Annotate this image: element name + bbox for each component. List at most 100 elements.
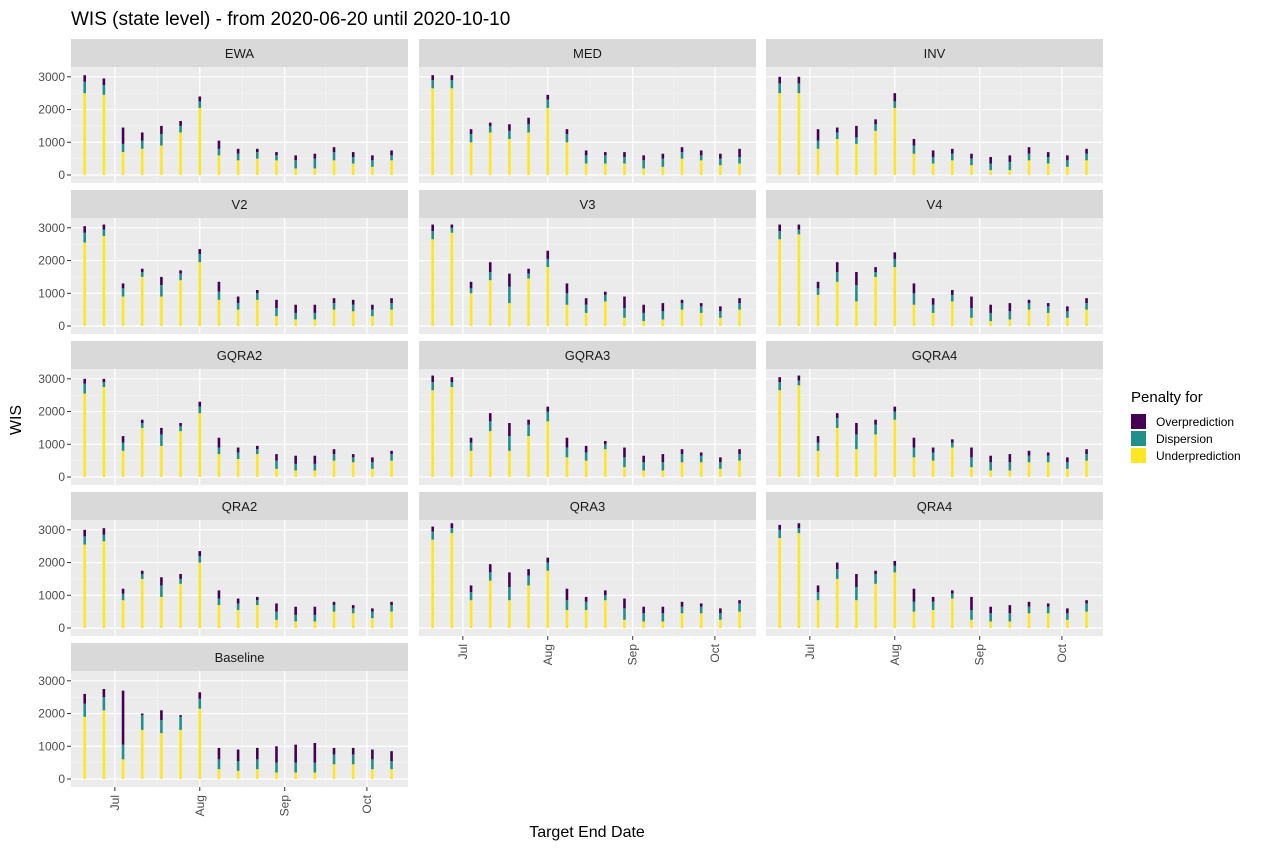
facet-label: Baseline — [215, 650, 265, 665]
bar-overprediction — [83, 226, 86, 233]
bar-underprediction — [642, 621, 645, 628]
bar-underprediction — [970, 467, 973, 477]
bar-underprediction — [989, 170, 992, 175]
bar-dispersion — [1066, 462, 1069, 469]
bar-dispersion — [294, 614, 297, 622]
bar-dispersion — [797, 83, 801, 94]
bar-dispersion — [680, 454, 684, 463]
bar-overprediction — [275, 603, 278, 612]
y-tick-label: 2000 — [38, 556, 65, 570]
facet-label: QRA2 — [222, 499, 257, 514]
bar-dispersion — [680, 152, 684, 159]
bar-dispersion — [351, 304, 355, 312]
bar-underprediction — [217, 605, 221, 628]
bar-dispersion — [970, 308, 973, 318]
bar-overprediction — [855, 574, 858, 588]
bar-underprediction — [661, 470, 665, 477]
bar-overprediction — [102, 378, 106, 383]
bar-overprediction — [642, 155, 645, 161]
bar-dispersion — [179, 578, 182, 584]
bar-overprediction — [719, 457, 722, 463]
bar-underprediction — [431, 390, 434, 477]
bar-underprediction — [351, 613, 355, 628]
bar-overprediction — [351, 747, 355, 755]
plot-background — [419, 369, 756, 485]
bar-dispersion — [431, 531, 434, 540]
bar-underprediction — [102, 541, 106, 628]
bar-underprediction — [1027, 160, 1031, 175]
bar-overprediction — [661, 303, 665, 312]
bar-dispersion — [719, 462, 722, 469]
bar-overprediction — [1085, 298, 1088, 304]
bar-overprediction — [508, 124, 511, 131]
bar-overprediction — [855, 125, 858, 138]
panel-ewa: EWA 0 1000 2000 3000 — [38, 39, 408, 183]
x-tick-label: Sep — [626, 644, 640, 666]
bar-dispersion — [680, 606, 684, 614]
bar-dispersion — [623, 457, 626, 468]
bar-overprediction — [527, 117, 530, 125]
bar-dispersion — [874, 574, 877, 584]
bar-dispersion — [931, 601, 935, 610]
bar-dispersion — [102, 697, 106, 711]
bar-dispersion — [294, 463, 297, 471]
bar-underprediction — [256, 454, 259, 477]
bar-dispersion — [332, 152, 336, 161]
bar-dispersion — [893, 411, 897, 420]
bar-underprediction — [313, 621, 317, 628]
panel-qra3: QRA3 Jul Aug Sep Oct — [419, 492, 756, 665]
bar-dispersion — [121, 744, 125, 760]
bar-overprediction — [121, 283, 125, 289]
bar-underprediction — [488, 431, 492, 477]
bar-underprediction — [738, 163, 741, 175]
bar-underprediction — [893, 419, 897, 477]
bar-dispersion — [160, 434, 163, 446]
plot-background — [419, 218, 756, 334]
x-tick-label: Sep — [973, 644, 987, 666]
bar-overprediction — [546, 94, 550, 100]
bar-dispersion — [488, 125, 492, 133]
bar-dispersion — [1066, 311, 1069, 318]
bar-underprediction — [450, 387, 454, 477]
bar-underprediction — [546, 570, 550, 628]
bar-overprediction — [160, 427, 163, 435]
bar-dispersion — [546, 411, 550, 422]
bar-underprediction — [217, 155, 221, 175]
bar-dispersion — [160, 134, 163, 146]
y-tick-label: 3000 — [38, 372, 65, 386]
bar-dispersion — [371, 309, 374, 317]
bar-underprediction — [121, 759, 125, 779]
bar-underprediction — [469, 293, 473, 326]
bar-overprediction — [179, 574, 182, 579]
bar-underprediction — [855, 143, 858, 175]
y-tick-label: 2000 — [38, 707, 65, 721]
bar-underprediction — [738, 460, 741, 477]
bar-underprediction — [874, 276, 877, 326]
bar-overprediction — [738, 298, 741, 304]
bar-dispersion — [778, 382, 781, 391]
bar-dispersion — [313, 463, 317, 471]
bar-dispersion — [970, 158, 973, 166]
bar-underprediction — [294, 168, 297, 175]
bar-dispersion — [680, 303, 684, 310]
y-tick-label: 1000 — [38, 135, 65, 149]
chart-title: WIS (state level) - from 2020-06-20 unti… — [71, 9, 510, 30]
facet-strip — [71, 643, 408, 671]
bar-dispersion — [661, 613, 665, 622]
bar-overprediction — [275, 454, 278, 461]
bar-overprediction — [236, 749, 240, 761]
y-tick-label: 2000 — [38, 103, 65, 117]
bar-overprediction — [160, 276, 163, 286]
bar-underprediction — [256, 158, 259, 175]
bar-underprediction — [1027, 309, 1031, 326]
legend-label: Underprediction — [1156, 449, 1241, 463]
facet-strip — [71, 341, 408, 369]
bar-underprediction — [121, 450, 125, 477]
bar-overprediction — [642, 455, 645, 463]
bar-dispersion — [1046, 606, 1050, 614]
bar-overprediction — [970, 296, 973, 308]
bar-overprediction — [623, 447, 626, 458]
y-tick-label: 0 — [58, 772, 65, 786]
bar-dispersion — [371, 611, 374, 619]
plot-background — [71, 369, 408, 485]
